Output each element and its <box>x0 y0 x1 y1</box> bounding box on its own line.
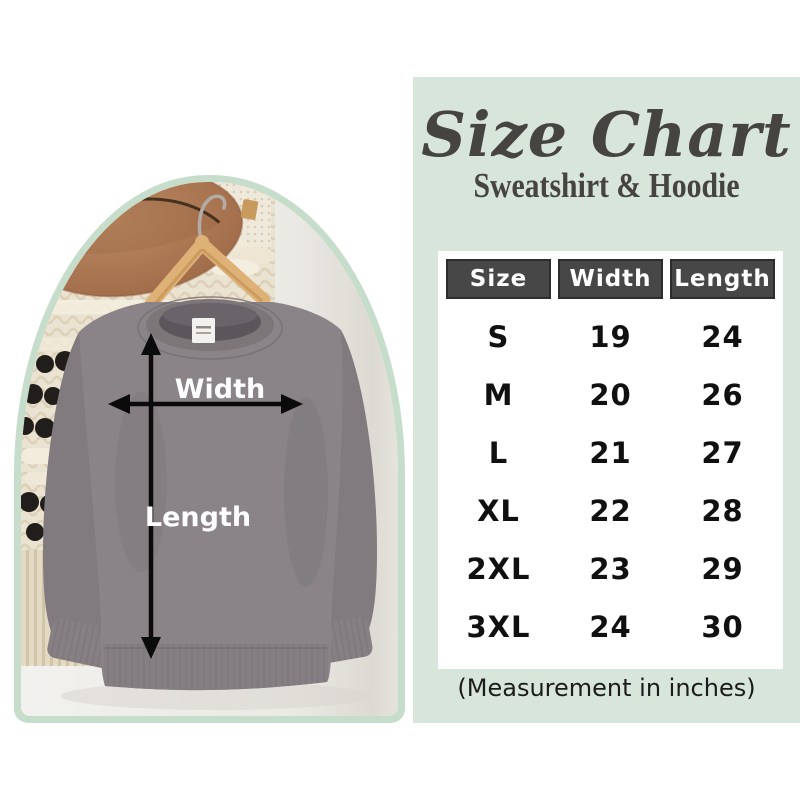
width-arrow <box>108 394 303 414</box>
table-row: S 19 24 <box>438 308 783 366</box>
length-cell: 30 <box>701 610 744 644</box>
hanger-hook <box>197 194 227 248</box>
width-label: Width <box>175 374 266 405</box>
size-cell: 3XL <box>466 610 531 644</box>
width-cell: 21 <box>589 436 632 470</box>
product-photo: Width Length <box>21 182 398 716</box>
length-label: Length <box>145 502 251 533</box>
page-subtitle: Sweatshirt & Hoodie <box>473 166 740 206</box>
sweatshirt <box>43 296 377 691</box>
size-cell: XL <box>477 494 520 528</box>
width-cell: 19 <box>589 320 632 354</box>
table-header-size: Size <box>446 259 551 299</box>
size-cell: 2XL <box>466 552 531 586</box>
table-body: S 19 24 M 20 26 L 21 27 XL 22 28 <box>438 299 783 656</box>
wood-tab <box>240 199 259 220</box>
table-row: 2XL 23 29 <box>438 540 783 598</box>
size-table-card: Size Width Length S 19 24 M 20 26 L 21 <box>438 251 783 669</box>
table-header-row: Size Width Length <box>438 251 783 299</box>
size-cell: S <box>487 320 510 354</box>
size-chart-panel: Size Chart Sweatshirt & Hoodie Size Widt… <box>413 77 800 723</box>
wooden-hanger <box>144 194 271 311</box>
table-row: 3XL 24 30 <box>438 598 783 656</box>
width-cell: 24 <box>589 610 632 644</box>
length-cell: 27 <box>701 436 744 470</box>
size-cell: M <box>483 378 514 412</box>
length-arrow <box>141 333 161 659</box>
page-title: Size Chart <box>421 98 792 171</box>
length-cell: 29 <box>701 552 744 586</box>
length-cell: 26 <box>701 378 744 412</box>
length-cell: 28 <box>701 494 744 528</box>
width-cell: 23 <box>589 552 632 586</box>
table-header-length: Length <box>670 259 775 299</box>
sweatshirt-body <box>79 302 343 691</box>
table-row: XL 22 28 <box>438 482 783 540</box>
photo-arch-frame: Width Length <box>14 175 405 723</box>
width-cell: 22 <box>589 494 632 528</box>
hem-band <box>103 644 329 691</box>
table-row: L 21 27 <box>438 424 783 482</box>
width-cell: 20 <box>589 378 632 412</box>
neck-label <box>192 318 215 343</box>
measurement-arrows <box>108 333 303 659</box>
measurement-note: (Measurement in inches) <box>457 674 756 702</box>
table-row: M 20 26 <box>438 366 783 424</box>
size-cell: L <box>488 436 509 470</box>
crewneck-collar <box>137 296 283 360</box>
length-cell: 24 <box>701 320 744 354</box>
photo-arch: Width Length <box>21 182 398 716</box>
table-header-width: Width <box>558 259 663 299</box>
